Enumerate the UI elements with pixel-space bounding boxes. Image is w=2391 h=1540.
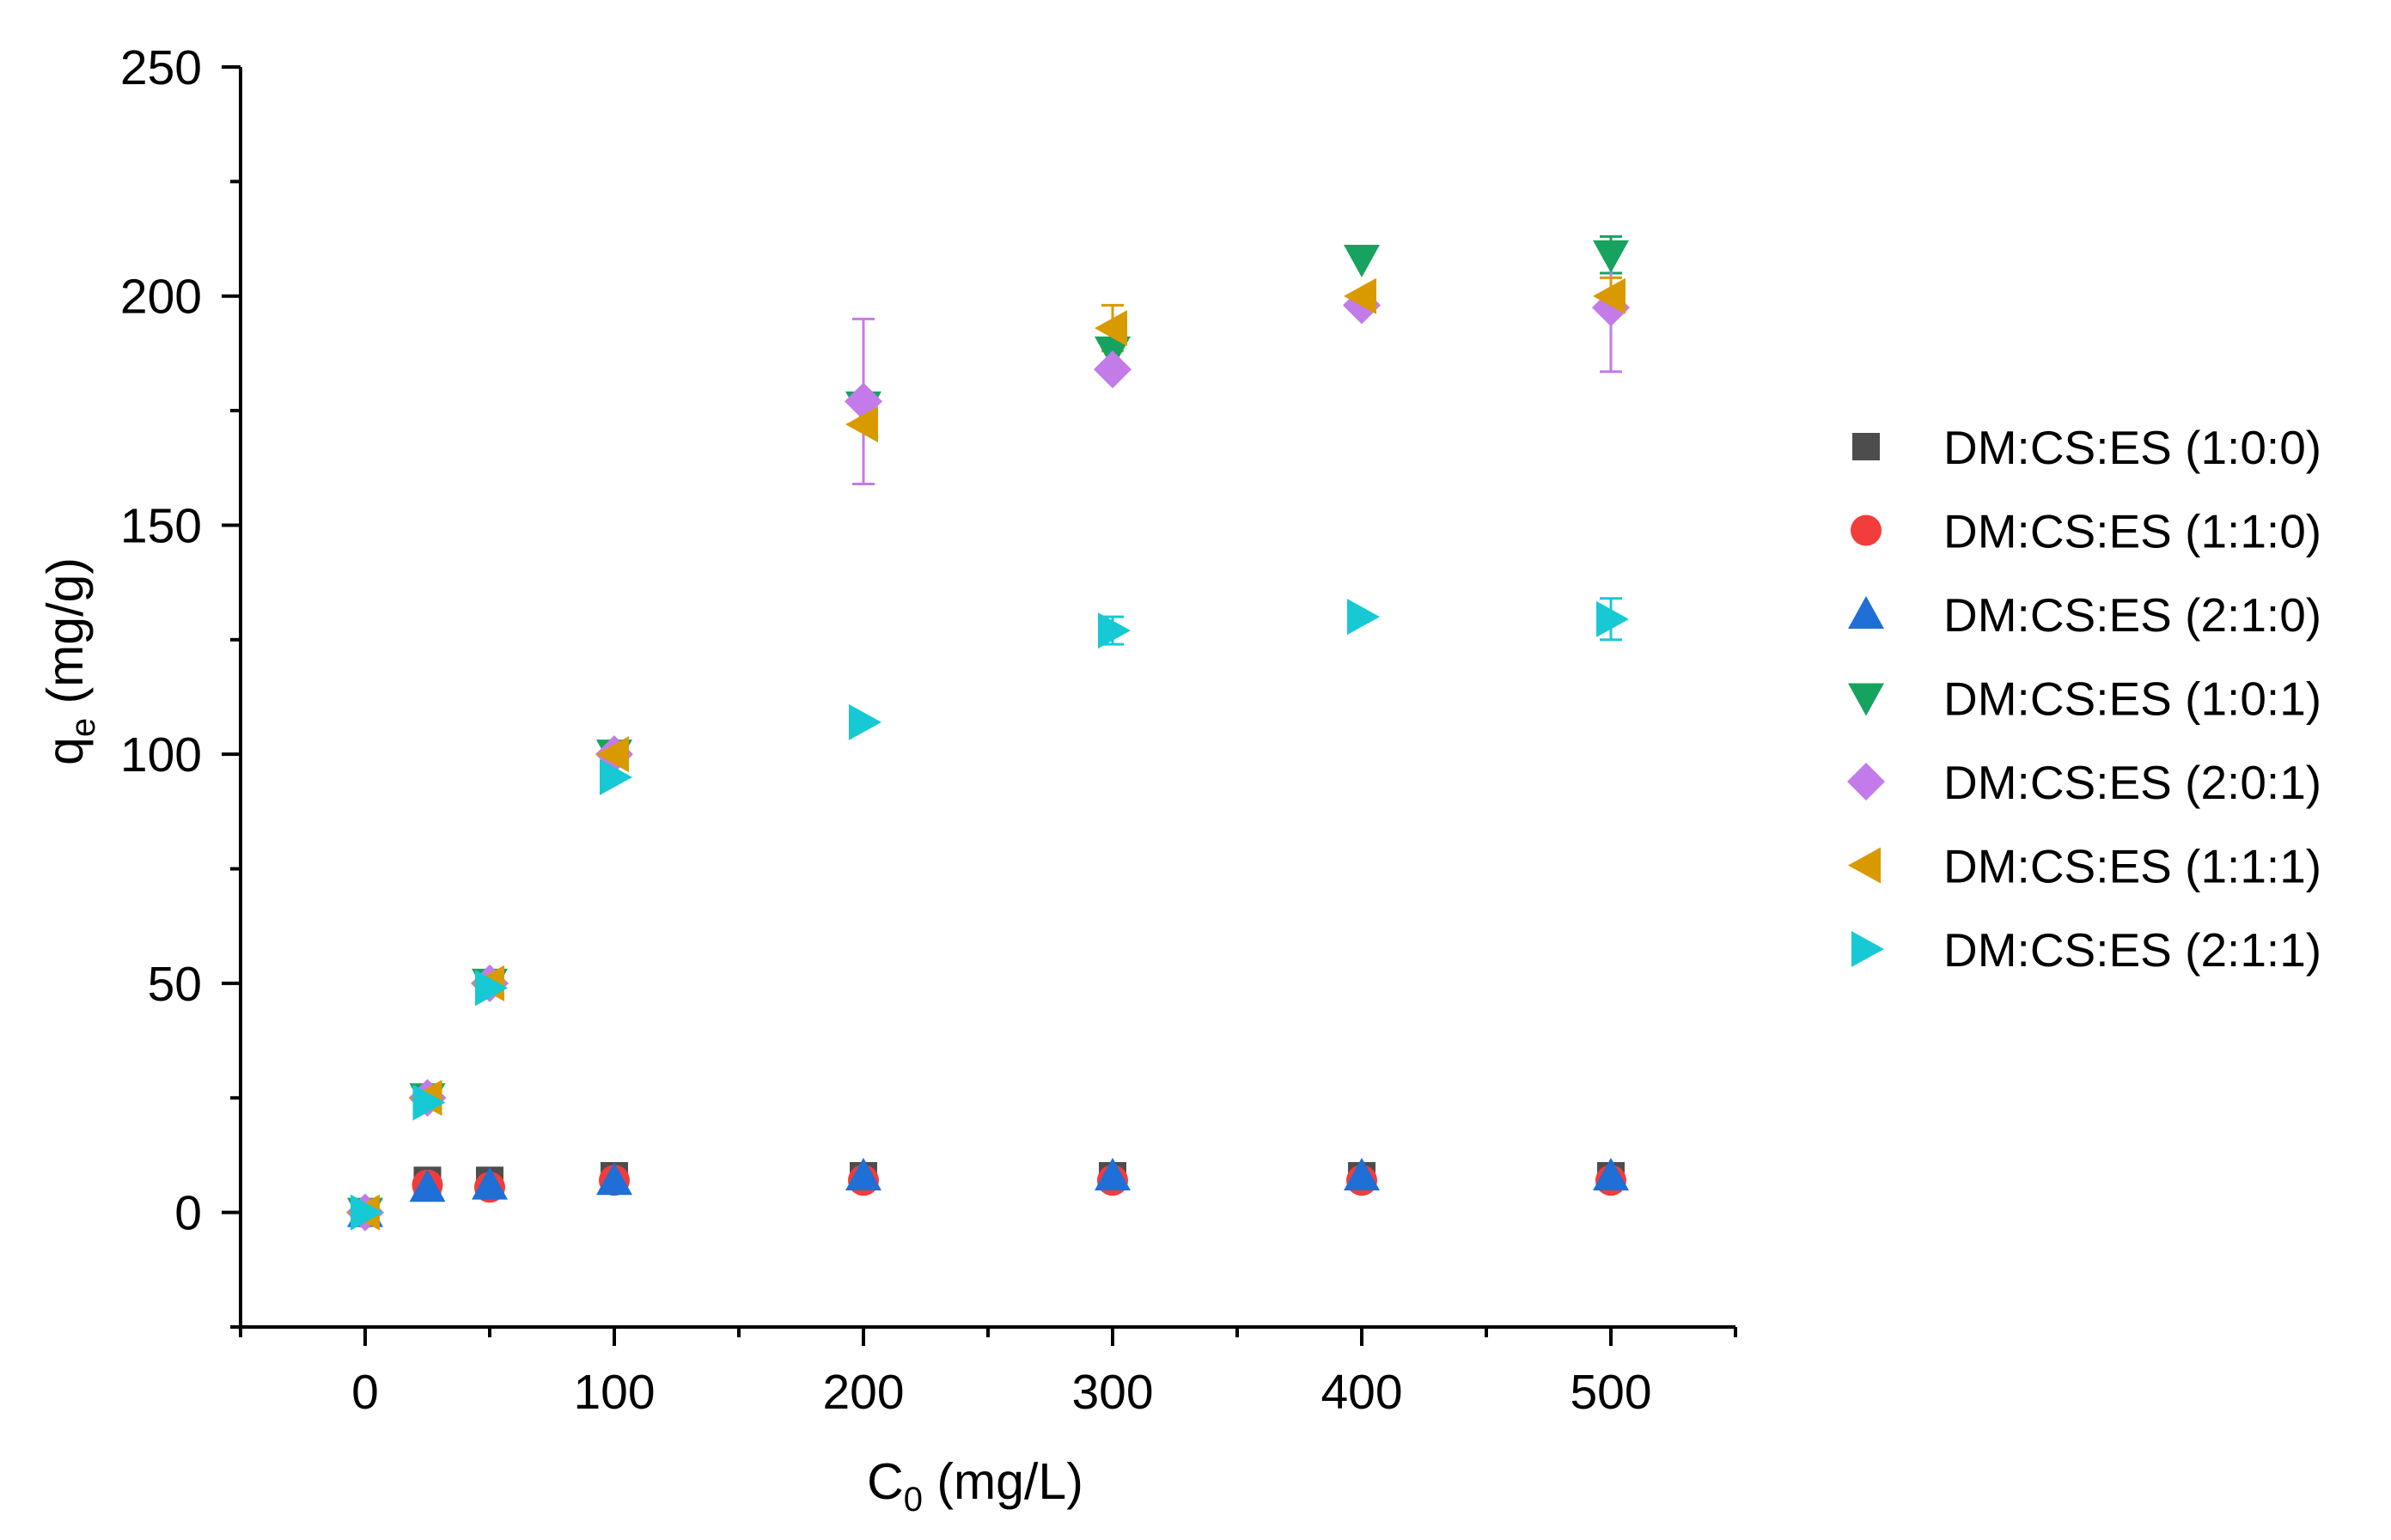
x-ticks: 0 100 200 300 400 500	[239, 1327, 1737, 1420]
data-point	[596, 736, 629, 773]
y-axis-title: qe (mg/g)	[37, 557, 102, 765]
data-point	[1095, 310, 1127, 347]
legend-marker	[1848, 596, 1884, 629]
y-tick-label: 50	[148, 957, 202, 1012]
legend-marker	[1851, 514, 1882, 546]
data-point	[845, 1157, 881, 1190]
legend-label: DM:CS:ES (2:0:1)	[1943, 756, 2321, 809]
legend-label: DM:CS:ES (1:1:0)	[1943, 505, 2321, 558]
x-tick-label: 500	[1570, 1365, 1651, 1420]
y-tick-label: 100	[120, 727, 202, 782]
data-point	[849, 703, 881, 740]
data-point	[1098, 612, 1131, 649]
data-point	[1095, 1157, 1131, 1190]
data-points	[346, 240, 1630, 1232]
data-point	[1593, 277, 1626, 314]
data-point	[351, 1194, 383, 1231]
y-tick-label: 150	[120, 498, 202, 553]
x-axis-title: C0 (mg/L)	[867, 1453, 1083, 1519]
y-tick-label: 0	[174, 1186, 202, 1241]
data-point	[1344, 277, 1376, 314]
data-point	[1593, 1157, 1629, 1190]
legend-label: DM:CS:ES (2:1:0)	[1943, 588, 2321, 642]
data-point	[412, 1084, 446, 1121]
legend-label: DM:CS:ES (1:0:0)	[1943, 421, 2321, 474]
x-tick-label: 300	[1071, 1365, 1153, 1420]
data-point	[600, 758, 632, 795]
legend-marker	[1851, 931, 1884, 967]
data-point	[1593, 240, 1629, 273]
x-tick-label: 400	[1321, 1365, 1402, 1420]
legend-marker	[1848, 847, 1881, 884]
data-point	[472, 1166, 508, 1200]
data-point	[1596, 600, 1629, 637]
legend-label: DM:CS:ES (2:1:1)	[1943, 923, 2321, 977]
data-point	[1094, 350, 1131, 389]
data-point	[409, 1169, 446, 1202]
data-point	[1344, 1157, 1380, 1190]
data-point	[596, 1162, 632, 1196]
data-point	[1347, 599, 1380, 636]
x-tick-label: 0	[351, 1365, 379, 1420]
legend: DM:CS:ES (1:0:0) DM:CS:ES (1:1:0) DM:CS:ES…	[1847, 421, 2321, 977]
x-tick-label: 100	[573, 1365, 655, 1420]
data-point	[1344, 245, 1380, 278]
y-ticks: 0 50 100 150 200 250	[120, 40, 241, 1329]
legend-label: DM:CS:ES (1:0:1)	[1943, 673, 2321, 726]
y-tick-label: 250	[120, 40, 202, 95]
legend-label: DM:CS:ES (1:1:1)	[1943, 840, 2321, 893]
x-tick-label: 200	[822, 1365, 904, 1420]
legend-marker	[1847, 763, 1885, 800]
y-tick-label: 200	[120, 270, 202, 325]
legend-marker	[1852, 433, 1880, 460]
data-point	[475, 970, 508, 1007]
legend-marker	[1848, 683, 1884, 716]
data-point	[845, 406, 878, 443]
